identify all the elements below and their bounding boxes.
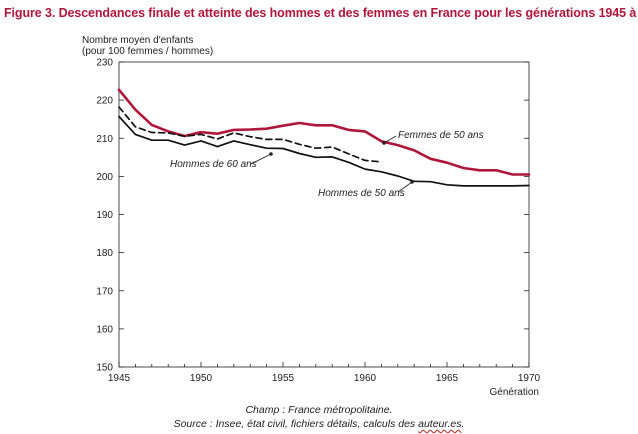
y-axis-label-line1: Nombre moyen d'enfants [82,35,194,46]
y-tick-label: 220 [96,96,113,107]
x-tick-label: 1965 [436,373,459,384]
source-text: Source : Insee, état civil, fichiers dét… [173,418,419,430]
y-tick-label: 200 [96,172,113,183]
chart-scope-note: Champ : France métropolitaine. [245,404,393,416]
plot-frame [118,61,530,368]
y-axis-label-line2: (pour 100 femmes / hommes) [82,46,214,57]
y-tick-label: 210 [96,134,113,145]
annotation-leader-dot [382,141,386,145]
series-annotation-label: Femmes de 50 ans [398,130,484,141]
series-line-femmes-de-50-ans [117,88,531,176]
annotation-leader [383,135,397,144]
series-line-hommes-de-50-ans [118,115,530,187]
series-annotation-label: Hommes de 60 ans [170,159,257,170]
source-period: . [461,418,465,430]
x-tick-label: 1970 [518,373,541,384]
y-tick-label: 230 [96,58,113,69]
annotation-leader-dot [410,180,414,184]
y-tick-label: 180 [96,248,113,259]
spellcheck-flagged-word: auteur.es [418,418,462,430]
series-annotation-label: Hommes de 50 ans [318,188,405,199]
x-tick-label: 1945 [108,373,131,384]
x-tick-label: 1950 [190,373,213,384]
y-tick-label: 160 [96,324,113,335]
x-tick-label: 1955 [272,373,295,384]
x-axis-label: Génération [490,387,539,398]
figure-title: Figure 3. Descendances finale et atteint… [4,6,638,20]
y-tick-label: 150 [96,363,113,374]
x-tick-label: 1960 [354,373,377,384]
y-tick-label: 170 [96,286,113,297]
chart-source-note: Source : Insee, état civil, fichiers dét… [0,418,638,430]
annotation-leader [250,153,272,165]
annotation-leader-dot [269,152,273,156]
annotation-leader [397,181,413,193]
y-tick-label: 190 [96,210,113,221]
series-line-hommes-de-60-ans [118,106,383,163]
